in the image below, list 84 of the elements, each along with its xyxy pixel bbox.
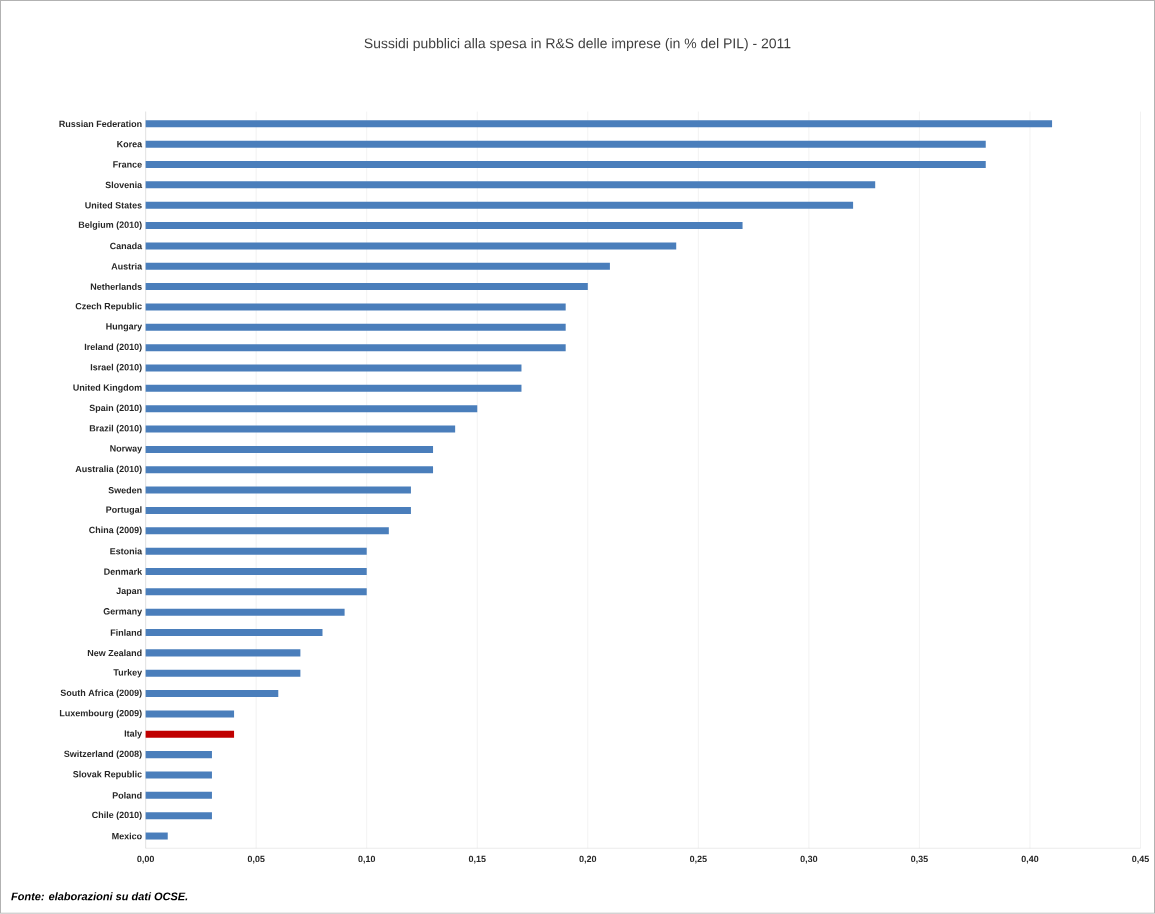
y-tick-label: China (2009): [89, 526, 142, 536]
y-tick-label: United Kingdom: [73, 384, 142, 393]
bar: [145, 344, 566, 352]
bar: [145, 629, 323, 637]
y-tick-label: South Africa (2009): [60, 689, 142, 698]
y-tick-label: Spain (2010): [89, 404, 142, 413]
x-tick-label: 0,00: [137, 855, 154, 864]
y-tick-label: Ireland (2010): [84, 343, 142, 352]
y-tick-label: France: [113, 161, 142, 168]
y-tick-label: Russian Federation: [59, 120, 142, 128]
x-tick-label: 0,45: [1132, 855, 1149, 864]
y-tick-label: New Zealand: [87, 649, 142, 657]
y-tick-label: Austria: [111, 263, 143, 270]
bar: [145, 812, 212, 820]
bar: [145, 730, 235, 738]
bar: [145, 303, 566, 311]
y-tick-label: Sweden: [108, 486, 142, 494]
y-tick-label: Portugal: [106, 506, 142, 515]
bar: [145, 161, 986, 169]
bar: [145, 140, 986, 148]
bar: [145, 486, 411, 494]
x-tick-label: 0,15: [468, 855, 486, 864]
bar: [145, 242, 677, 250]
chart-title: Sussidi pubblici alla spesa in R&S delle imprese (in % del PIL) - 2011: [364, 38, 791, 52]
y-tick-label: Korea: [117, 141, 143, 148]
bar: [145, 771, 212, 779]
bar: [145, 364, 522, 372]
y-tick-label: Switzerland (2008): [64, 750, 142, 759]
y-tick-label: Turkey: [113, 669, 143, 678]
y-tick-label: Luxembourg (2009): [59, 709, 142, 719]
x-tick-label: 0,25: [689, 855, 707, 864]
bar: [145, 262, 610, 270]
bar: [145, 283, 588, 291]
y-tick-label: Poland: [112, 792, 142, 799]
bar: [145, 445, 434, 453]
bar: [145, 547, 367, 555]
y-tick-label: United States: [85, 202, 142, 209]
bar: [145, 507, 411, 515]
y-tick-label: Chile (2010): [92, 811, 142, 820]
y-tick-label: Japan: [116, 587, 142, 596]
bar: [145, 588, 367, 596]
y-tick-label: Denmark: [104, 568, 143, 575]
y-tick-label: Belgium (2010): [78, 221, 142, 230]
y-tick-label: Czech Republic: [75, 302, 142, 312]
bar: [145, 527, 389, 535]
y-tick-label: Hungary: [106, 323, 143, 332]
y-tick-label: Canada: [110, 242, 143, 250]
y-tick-label: Finland: [110, 629, 142, 636]
x-tick-label: 0,40: [1021, 855, 1039, 864]
y-tick-label: Israel (2010): [90, 363, 142, 373]
bar: [145, 425, 456, 433]
bar: [145, 751, 212, 759]
x-tick-label: 0,35: [911, 855, 928, 864]
bar: [145, 568, 367, 576]
bar: [145, 791, 212, 799]
bar: [145, 669, 301, 677]
source-note: Fonte: elaborazioni su dati OCSE.: [11, 892, 188, 901]
bar: [145, 832, 168, 840]
bar: [145, 120, 1053, 128]
y-tick-label: Slovenia: [105, 181, 143, 189]
x-tick-label: 0,05: [247, 855, 265, 864]
y-tick-label: Norway: [110, 445, 143, 454]
bar: [145, 690, 279, 698]
y-tick-label: Italy: [124, 730, 143, 739]
bar: [145, 181, 876, 189]
bar: [145, 222, 743, 230]
y-tick-label: Mexico: [112, 832, 142, 840]
bar: [145, 323, 566, 331]
bar: [145, 405, 478, 413]
y-tick-label: Australia (2010): [75, 465, 142, 475]
bar: [145, 384, 522, 392]
x-tick-label: 0,10: [358, 855, 376, 864]
bar: [145, 710, 235, 718]
y-tick-label: Germany: [103, 608, 143, 617]
bar: [145, 649, 301, 657]
y-tick-label: Brazil (2010): [89, 424, 142, 434]
bar: [145, 201, 854, 209]
bar: [145, 466, 434, 474]
x-tick-label: 0,20: [579, 855, 597, 864]
y-tick-label: Slovak Republic: [73, 770, 142, 780]
y-tick-label: Estonia: [110, 547, 143, 555]
x-tick-label: 0,30: [800, 855, 818, 864]
y-tick-label: Netherlands: [90, 283, 142, 290]
bar: [145, 608, 345, 616]
